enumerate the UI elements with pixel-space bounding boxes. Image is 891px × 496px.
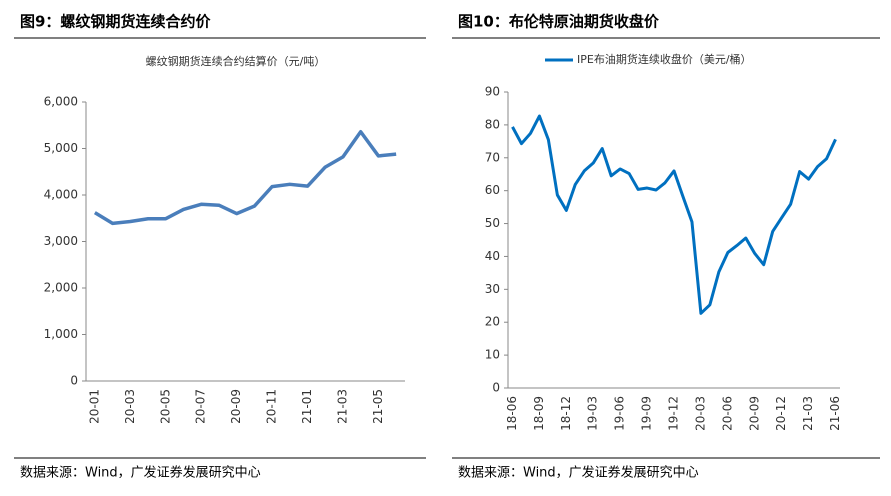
x-tick-label: 20-06	[720, 396, 734, 431]
x-tick-label: 20-11	[265, 389, 279, 424]
y-tick-label: 5,000	[44, 141, 78, 155]
x-tick-label: 20-09	[229, 389, 243, 424]
chart-title: 图10：布伦特原油期货收盘价	[458, 13, 660, 31]
x-tick-label: 18-09	[532, 396, 546, 431]
y-tick-label: 6,000	[44, 95, 78, 109]
y-tick-label: 30	[485, 282, 500, 296]
y-tick-label: 0	[70, 374, 78, 388]
subtitle: 螺纹钢期货连续合约结算价（元/吨）	[146, 54, 326, 68]
y-tick-label: 2,000	[44, 281, 78, 295]
x-tick-label: 20-07	[194, 389, 208, 424]
y-tick-label: 70	[485, 150, 500, 164]
x-tick-label: 21-03	[801, 396, 815, 431]
source: 数据来源：Wind，广发证券发展研究中心	[20, 465, 261, 481]
data-line	[511, 114, 837, 315]
data-line	[93, 130, 397, 226]
y-tick-label: 10	[485, 348, 500, 362]
y-tick-label: 3,000	[44, 234, 78, 248]
x-tick-label: 19-03	[586, 396, 600, 431]
source: 数据来源：Wind，广发证券发展研究中心	[458, 465, 699, 481]
x-tick-label: 19-12	[667, 396, 681, 431]
y-tick-label: 0	[492, 381, 500, 395]
x-tick-label: 19-06	[613, 396, 627, 431]
y-tick-label: 1,000	[44, 327, 78, 341]
x-tick-label: 20-03	[123, 389, 137, 424]
x-tick-label: 21-03	[335, 389, 349, 424]
y-tick-label: 60	[485, 183, 500, 197]
x-tick-label: 20-12	[774, 396, 788, 431]
chart-title: 图9：螺纹钢期货连续合约价	[20, 13, 211, 31]
x-tick-label: 20-05	[158, 389, 172, 424]
y-tick-label: 40	[485, 249, 500, 263]
x-tick-label: 18-06	[505, 396, 519, 431]
y-tick-label: 4,000	[44, 188, 78, 202]
x-tick-label: 21-01	[300, 389, 314, 424]
y-tick-label: 80	[485, 117, 500, 131]
x-tick-label: 20-09	[747, 396, 761, 431]
y-tick-label: 90	[485, 85, 500, 99]
x-tick-label: 18-12	[559, 396, 573, 431]
x-tick-label: 21-05	[371, 389, 385, 424]
x-tick-label: 21-06	[828, 396, 842, 431]
y-tick-label: 50	[485, 216, 500, 230]
x-tick-label: 19-09	[640, 396, 654, 431]
legend-label: IPE布油期货连续收盘价（美元/桶）	[577, 52, 752, 66]
x-tick-label: 20-03	[693, 396, 707, 431]
y-tick-label: 20	[485, 315, 500, 329]
x-tick-label: 20-01	[87, 389, 101, 424]
